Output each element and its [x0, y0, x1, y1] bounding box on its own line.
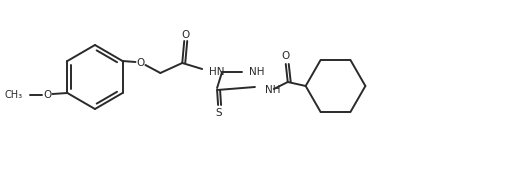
Text: CH₃: CH₃: [5, 90, 23, 100]
Text: HN: HN: [209, 67, 225, 77]
Text: O: O: [181, 30, 189, 40]
Text: NH: NH: [249, 67, 265, 77]
Text: NH: NH: [265, 85, 280, 95]
Text: S: S: [216, 108, 222, 118]
Text: O: O: [282, 51, 290, 61]
Text: O: O: [43, 90, 52, 100]
Text: O: O: [136, 58, 144, 68]
